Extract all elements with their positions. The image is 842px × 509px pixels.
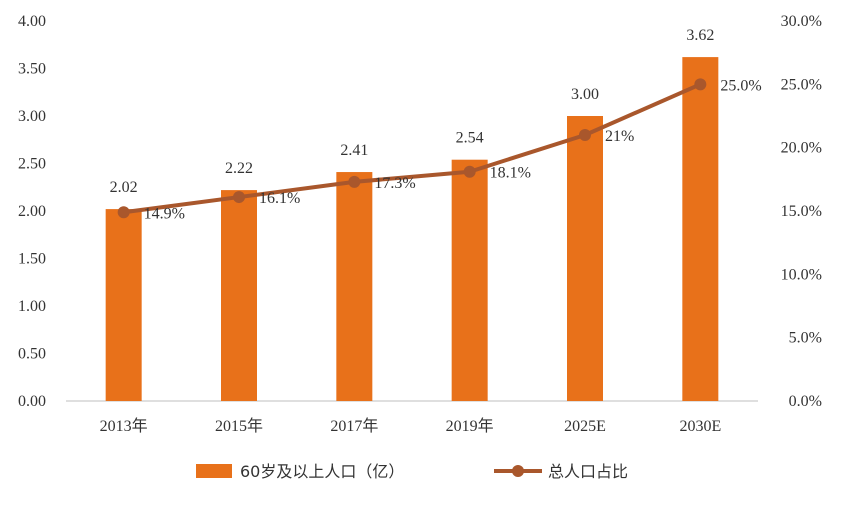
line-value-label: 16.1% [259,190,300,207]
right-axis-tick-label: 25.0% [781,76,822,93]
left-axis-tick-label: 2.50 [18,156,46,173]
left-axis-tick-label: 1.00 [18,298,46,315]
line-path [123,82,702,215]
left-y-axis: 0.00 0.50 1.00 1.50 2.00 2.50 3.00 3.50 4.00 [18,13,46,410]
bar-value-label: 3.62 [686,27,714,44]
x-axis-ticks: 2013年 2015年 2017年 2019年 2025E 2030E [100,417,722,435]
line-point [579,129,591,141]
x-axis-tick-label: 2025E [564,418,606,435]
left-axis-tick-label: 0.50 [18,346,46,363]
line-value-label: 18.1% [490,165,531,182]
bar-value-label: 3.00 [571,86,599,103]
right-axis-tick-label: 30.0% [781,13,822,30]
bar [336,172,373,401]
legend-label-bar: 60岁及以上人口（亿） [240,462,404,481]
legend: 60岁及以上人口（亿） 总人口占比 [196,462,628,481]
legend-swatch-bar [196,464,232,478]
bar-value-label: 2.41 [340,142,368,159]
line-series: 14.9% 16.1% 17.3% 18.1% 21% 25.0% [117,77,762,222]
right-axis-tick-label: 20.0% [781,140,822,157]
right-axis-tick-label: 10.0% [781,266,822,283]
right-y-axis: 0.0% 5.0% 10.0% 15.0% 20.0% 25.0% 30.0% [781,13,822,410]
line-value-label: 14.9% [144,205,185,222]
left-axis-tick-label: 4.00 [18,13,46,30]
line-point [233,191,245,204]
legend-marker-line [512,465,524,477]
x-axis-tick-label: 2030E [679,418,721,435]
left-axis-tick-label: 2.00 [18,203,46,220]
line-point [117,206,130,219]
right-axis-tick-label: 15.0% [781,203,822,220]
bar [567,116,603,401]
line-point [463,165,476,178]
line-value-label: 21% [605,128,634,145]
x-axis-tick-label: 2015年 [215,417,263,435]
left-axis-tick-label: 0.00 [18,393,46,410]
bar [221,190,257,401]
bar-value-label: 2.02 [110,179,138,196]
legend-label-line: 总人口占比 [548,462,628,481]
bar-value-label: 2.54 [456,130,484,147]
right-axis-tick-label: 0.0% [789,393,822,410]
bar [682,57,719,401]
line-point [348,175,361,188]
left-axis-tick-label: 3.00 [18,108,46,125]
line-value-label: 17.3% [374,175,415,192]
line-point [694,78,707,91]
bar-series: 2.02 2.22 2.41 2.54 3.00 3.62 [105,27,719,401]
left-axis-tick-label: 1.50 [18,251,46,268]
line-value-label: 25.0% [720,77,761,94]
bar [105,209,142,401]
right-axis-tick-label: 5.0% [789,330,822,347]
x-axis-tick-label: 2013年 [100,417,148,435]
x-axis-tick-label: 2017年 [330,417,378,435]
x-axis-tick-label: 2019年 [446,417,494,435]
bar-value-label: 2.22 [225,160,253,177]
bar [451,159,488,401]
left-axis-tick-label: 3.50 [18,61,46,78]
